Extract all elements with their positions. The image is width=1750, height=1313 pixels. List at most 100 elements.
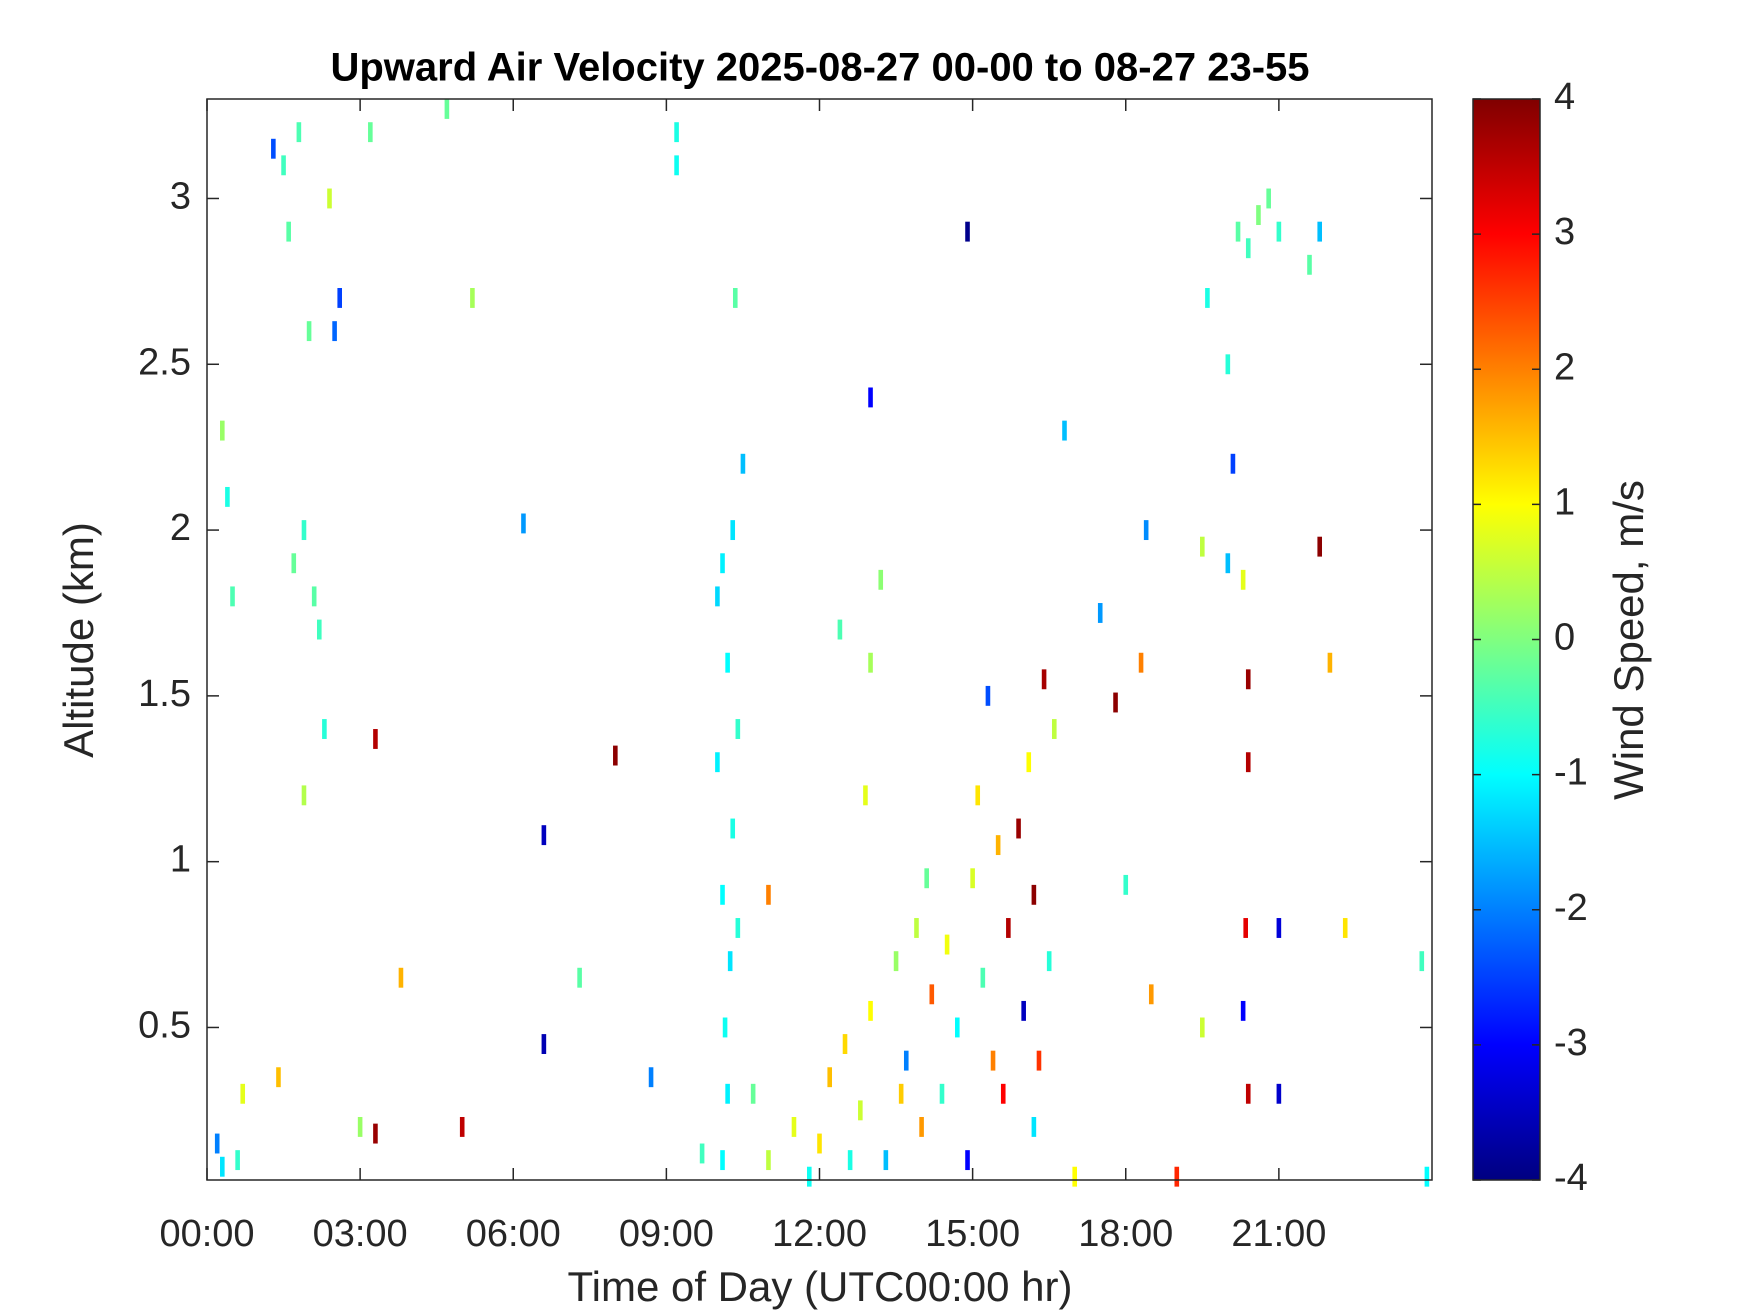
- data-cell: [766, 1150, 771, 1171]
- data-cell: [306, 321, 312, 342]
- data-cell: [842, 1034, 848, 1054]
- data-cell: [980, 967, 986, 988]
- data-cell: [674, 155, 679, 176]
- data-cell: [863, 785, 868, 806]
- data-cell: [766, 884, 771, 905]
- data-cell: [1307, 254, 1312, 275]
- x-tick-label: 06:00: [466, 1213, 561, 1255]
- data-cell: [291, 553, 297, 574]
- data-cell: [470, 288, 475, 308]
- data-cell: [281, 155, 286, 176]
- data-cell: [1317, 221, 1323, 242]
- data-cell: [975, 785, 981, 806]
- data-cell: [939, 1083, 945, 1104]
- data-cell: [1072, 1166, 1078, 1187]
- data-cell: [373, 729, 378, 749]
- data-cell: [1419, 951, 1425, 972]
- data-cell: [1036, 1050, 1042, 1071]
- data-cell: [1041, 669, 1047, 690]
- data-cell: [985, 685, 991, 706]
- data-cell: [1317, 536, 1323, 557]
- data-cell: [235, 1150, 240, 1171]
- data-cell: [878, 569, 884, 590]
- data-cell: [240, 1083, 246, 1104]
- data-cell: [990, 1050, 996, 1071]
- data-cell: [1245, 238, 1251, 259]
- data-cell: [1243, 918, 1248, 938]
- data-cell: [1327, 652, 1333, 673]
- data-cell: [521, 513, 526, 534]
- colorbar-tick-label: -3: [1554, 1022, 1588, 1064]
- data-cell: [720, 884, 725, 905]
- y-tick-label: 2: [170, 507, 191, 549]
- colorbar-tick-label: 0: [1554, 617, 1575, 659]
- data-cell: [1266, 188, 1271, 209]
- data-cell: [727, 951, 733, 972]
- data-cell: [1123, 874, 1129, 895]
- colorbar-tick-label: 3: [1554, 211, 1575, 253]
- colorbar-tick-label: 1: [1554, 481, 1575, 523]
- data-cell: [858, 1100, 863, 1121]
- data-cell: [720, 1150, 725, 1171]
- colorbar-tick-label: 4: [1554, 76, 1575, 118]
- data-cell: [903, 1050, 909, 1071]
- data-cell: [837, 619, 843, 640]
- data-cell: [1000, 1083, 1006, 1104]
- data-cell: [791, 1116, 797, 1137]
- y-tick-label: 1.5: [138, 673, 191, 715]
- data-cell: [276, 1067, 281, 1088]
- data-cell: [806, 1166, 812, 1187]
- data-cell: [613, 745, 618, 766]
- colorbar: [1472, 98, 1541, 1181]
- data-cell: [1031, 884, 1037, 905]
- data-cell: [459, 1116, 465, 1137]
- data-cell: [725, 1083, 730, 1104]
- data-cell: [1200, 1017, 1205, 1038]
- data-cell: [1240, 569, 1246, 590]
- data-cell: [1276, 1083, 1282, 1104]
- data-cell: [214, 1133, 220, 1154]
- data-cell: [1276, 918, 1282, 938]
- x-tick-label: 12:00: [772, 1213, 867, 1255]
- data-cell: [715, 752, 720, 773]
- chart-title: Upward Air Velocity 2025-08-27 00-00 to …: [330, 46, 1309, 90]
- colorbar-tick-label: -2: [1554, 887, 1588, 929]
- colorbar-tick-label: -4: [1554, 1157, 1588, 1199]
- data-cell: [1230, 453, 1236, 474]
- data-cell: [1205, 288, 1210, 308]
- data-cell: [699, 1143, 705, 1164]
- data-cell: [970, 868, 975, 889]
- plot-frame: [206, 98, 1433, 1181]
- data-cell: [220, 1156, 225, 1177]
- colorbar-tick-label: -1: [1554, 752, 1588, 794]
- data-cell: [1021, 1000, 1026, 1021]
- data-cell: [1143, 520, 1149, 541]
- data-cell: [868, 652, 873, 673]
- data-cell: [868, 1000, 873, 1021]
- data-cell: [1200, 536, 1205, 557]
- data-cell: [965, 221, 970, 242]
- data-cell: [955, 1017, 960, 1038]
- data-cell: [1342, 918, 1348, 938]
- data-cell: [332, 321, 337, 342]
- data-cell: [1026, 752, 1032, 773]
- data-cell: [230, 586, 235, 607]
- data-cell: [827, 1067, 833, 1088]
- data-cell: [750, 1083, 756, 1104]
- data-cell: [914, 918, 919, 938]
- data-cell: [722, 1017, 728, 1038]
- data-cell: [220, 420, 225, 441]
- data-cell: [1097, 603, 1103, 623]
- y-tick-label: 3: [170, 176, 191, 218]
- data-cell: [1276, 221, 1282, 242]
- colorbar-label: Wind Speed, m/s: [1605, 480, 1652, 800]
- x-axis-label: Time of Day (UTC00:00 hr): [568, 1263, 1073, 1310]
- data-cell: [898, 1083, 904, 1104]
- data-cell: [715, 586, 720, 607]
- data-cell: [1148, 984, 1154, 1005]
- data-cell: [965, 1150, 970, 1171]
- data-cell: [1138, 652, 1144, 673]
- data-cell: [1245, 1083, 1251, 1104]
- data-cell: [271, 138, 276, 159]
